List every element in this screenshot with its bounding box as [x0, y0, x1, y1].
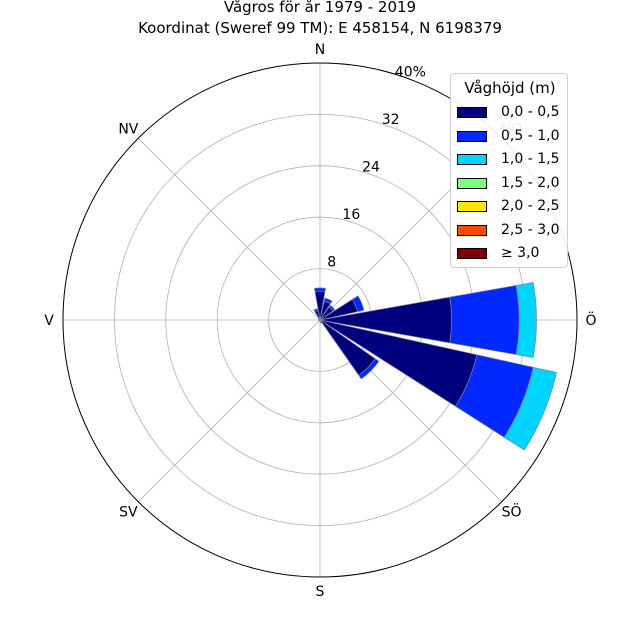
radial-tick-label: 16	[342, 207, 360, 223]
radial-tick-label: 24	[362, 160, 380, 176]
wedge-90-1	[449, 285, 520, 355]
direction-label-N: N	[315, 42, 325, 58]
legend-swatch	[457, 177, 487, 189]
grid-spoke-7	[137, 137, 321, 321]
bars-layer	[313, 281, 557, 451]
direction-label-SÖ: SÖ	[502, 503, 522, 521]
wedge-90-2	[515, 281, 537, 359]
direction-label-NV: NV	[118, 121, 138, 137]
legend-swatch	[457, 130, 487, 142]
legend-label: 0,0 - 0,5	[501, 104, 560, 120]
legend-label: 2,0 - 2,5	[501, 198, 560, 214]
outer-ring	[62, 62, 578, 578]
direction-label-SV: SV	[119, 505, 138, 521]
legend-swatch	[457, 154, 487, 165]
legend-label: 1,0 - 1,5	[501, 151, 560, 167]
chart-title: Vågros för år 1979 - 2019	[223, 0, 417, 16]
legend-label: ≥ 3,0	[501, 245, 540, 261]
wedge-0-1	[314, 287, 326, 292]
direction-label-V: V	[44, 313, 54, 329]
legend-swatch	[457, 248, 487, 259]
radial-tick-label: 8	[327, 255, 336, 271]
legend-label: 0,5 - 1,0	[501, 127, 560, 144]
legend-label: 1,5 - 2,0	[501, 174, 560, 191]
wedge-135-1	[358, 358, 380, 380]
chart-subtitle: Koordinat (Sweref 99 TM): E 458154, N 61…	[138, 19, 502, 37]
radial-tick-label: 32	[382, 112, 400, 128]
wedge-112.5-2	[503, 366, 557, 451]
direction-label-Ö: Ö	[585, 311, 596, 329]
wedge-45-1	[328, 304, 336, 312]
legend-swatch	[457, 201, 487, 212]
grid-spoke-5	[137, 319, 321, 503]
wedge-67.5-1	[352, 295, 365, 313]
legend: Våghöjd (m) 0,0 - 0,5 0,5 - 1,0 1,0 - 1,5 1…	[450, 73, 568, 268]
radial-tick-label: 40%	[395, 65, 426, 81]
direction-label-S: S	[316, 584, 325, 600]
wedge-22.5-1	[323, 297, 333, 305]
legend-label: 2,5 - 3,0	[501, 221, 560, 238]
legend-title: Våghöjd (m)	[464, 79, 556, 97]
legend-swatch	[457, 224, 487, 236]
legend-swatch	[457, 107, 487, 118]
wedge-337.5-1	[313, 308, 319, 313]
